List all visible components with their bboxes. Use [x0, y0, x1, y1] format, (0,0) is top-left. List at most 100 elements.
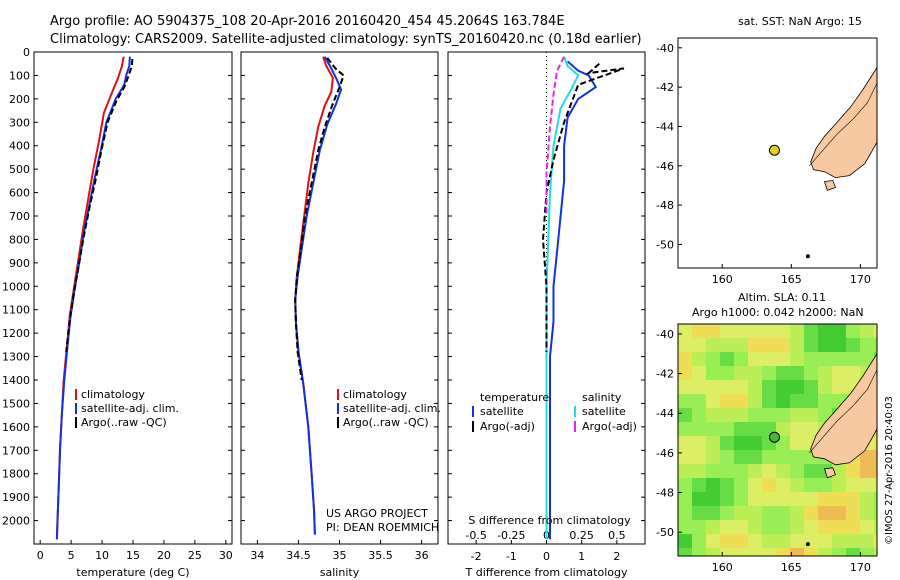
series-line	[65, 58, 134, 353]
sla-cell	[776, 408, 790, 422]
sla-cell	[692, 380, 706, 394]
sla-cell	[776, 436, 790, 450]
sla-cell	[734, 436, 748, 450]
map-lat-label: -44	[656, 120, 674, 133]
sla-cell	[790, 408, 804, 422]
sla-cell	[748, 352, 762, 366]
map-lon-label: 160	[712, 273, 733, 286]
sla-cell	[776, 366, 790, 380]
sla-cell	[734, 520, 748, 534]
land-south-island	[810, 352, 877, 466]
sla-cell	[678, 464, 692, 478]
sla-cell	[818, 394, 832, 408]
sla-cell	[790, 492, 804, 506]
y-tick-label: 200	[9, 93, 30, 106]
sla-cell	[762, 520, 776, 534]
sla-cell	[804, 478, 818, 492]
sla-cell	[734, 422, 748, 436]
sla-cell	[734, 408, 748, 422]
sla-cell	[860, 492, 874, 506]
y-tick-label: 500	[9, 163, 30, 176]
sla-cell	[692, 506, 706, 520]
y-tick-label: 1500	[2, 397, 30, 410]
sla-cell	[762, 394, 776, 408]
sla-cell	[860, 506, 874, 520]
y-tick-label: 1900	[2, 491, 30, 504]
sla-cell	[776, 534, 790, 548]
sla-cell	[790, 464, 804, 478]
x-tick-label: 35.5	[368, 549, 393, 562]
sla-cell	[678, 408, 692, 422]
sla-cell	[720, 352, 734, 366]
legend-entry: Argo(..raw -QC)	[81, 416, 167, 429]
x-tick-label: 30	[219, 549, 233, 562]
sla-cell	[734, 338, 748, 352]
sla-cell	[692, 352, 706, 366]
sla-cell	[762, 352, 776, 366]
sla-cell	[720, 534, 734, 548]
sla-cell	[706, 394, 720, 408]
sla-cell	[678, 324, 692, 338]
sla-cell	[776, 352, 790, 366]
sla-cell	[846, 492, 860, 506]
sla-cell	[790, 506, 804, 520]
sla-cell	[818, 380, 832, 394]
x-tick-label: 34	[250, 549, 264, 562]
sla-cell	[804, 338, 818, 352]
sla-cell	[706, 324, 720, 338]
sla-cell	[804, 520, 818, 534]
sla-cell	[762, 534, 776, 548]
map-lat-label: -46	[656, 160, 674, 173]
sla-cell	[846, 352, 860, 366]
sla-cell	[692, 534, 706, 548]
sla-cell	[832, 534, 846, 548]
sla-cell	[706, 534, 720, 548]
series-line	[549, 60, 598, 540]
map-lat-label: -44	[656, 407, 674, 420]
x-tick-label: 0	[543, 550, 550, 563]
sla-cell	[790, 534, 804, 548]
sla-cell	[692, 408, 706, 422]
sla-cell	[776, 422, 790, 436]
map-frame	[677, 323, 878, 557]
x-tick-label: 2	[613, 550, 620, 563]
y-tick-label: 1200	[2, 327, 30, 340]
sla-cell	[818, 366, 832, 380]
sla-cell	[846, 506, 860, 520]
sla-cell	[818, 506, 832, 520]
x-axis-label-top: S difference from climatology	[468, 514, 631, 527]
map-lat-label: -48	[656, 487, 674, 500]
y-tick-label: 2000	[2, 515, 30, 528]
map-lat-label: -48	[656, 199, 674, 212]
x-tick-label: 1	[578, 550, 585, 563]
sla-cell	[846, 548, 860, 556]
sla-cell	[846, 324, 860, 338]
sla-cell	[748, 394, 762, 408]
credit-text: ©IMOS 27-Apr-2016 20:40:03	[884, 396, 895, 545]
sla-cell	[790, 520, 804, 534]
sla-cell	[818, 478, 832, 492]
sla-cell	[706, 478, 720, 492]
x-axis-label: temperature (deg C)	[76, 566, 189, 579]
sla-cell	[762, 408, 776, 422]
sla-cell	[734, 394, 748, 408]
sla-cell	[678, 380, 692, 394]
sla-cell	[776, 450, 790, 464]
sla-cell	[846, 464, 860, 478]
x-tick-label: 36	[415, 549, 429, 562]
sla-cell	[832, 380, 846, 394]
sla-cell	[846, 520, 860, 534]
land-south-island	[810, 66, 877, 179]
sla-cell	[734, 534, 748, 548]
sla-cell	[734, 464, 748, 478]
sla-cell	[748, 534, 762, 548]
y-tick-label: 1400	[2, 374, 30, 387]
sla-cell	[720, 478, 734, 492]
sla-cell	[678, 492, 692, 506]
shelf-contour	[809, 369, 877, 454]
sla-cell	[860, 520, 874, 534]
sla-cell	[776, 464, 790, 478]
y-tick-label: 1100	[2, 304, 30, 317]
sla-cell	[874, 506, 877, 520]
